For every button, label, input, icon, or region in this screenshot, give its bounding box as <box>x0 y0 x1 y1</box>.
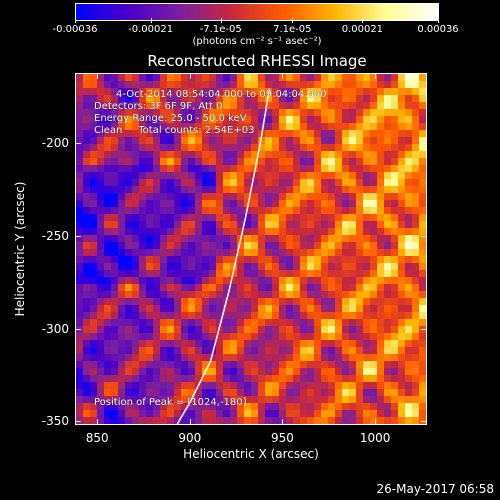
x-tick <box>282 73 284 79</box>
x-axis-title: Heliocentric X (arcsec) <box>183 447 319 461</box>
colorbar-tick <box>150 18 152 23</box>
x-tick <box>97 419 99 425</box>
colorbar <box>75 3 439 21</box>
heatmap-image <box>76 74 426 424</box>
x-tick-label: 900 <box>178 431 202 445</box>
x-tick-label: 1000 <box>359 431 391 445</box>
y-tick <box>421 328 427 330</box>
y-tick-label: -300 <box>41 321 69 336</box>
colorbar-tick <box>220 18 222 23</box>
x-tick <box>375 73 377 79</box>
x-tick <box>375 419 377 425</box>
colorbar-units: (photons cm⁻² s⁻¹ asec⁻²) <box>192 36 322 47</box>
colorbar-tick <box>292 18 294 23</box>
y-tick <box>75 236 81 238</box>
colorbar-tick-label: -0.00036 <box>52 24 98 35</box>
annotation-peak: Position of Peak = [1024,-180] <box>94 397 247 408</box>
y-tick-label: -350 <box>41 414 69 429</box>
chart-title: Reconstructed RHESSI Image <box>147 52 367 70</box>
colorbar-tick-label: -7.1e-05 <box>199 24 242 35</box>
y-tick <box>75 328 81 330</box>
annotation-detectors: Detectors: 3F 6F 9F, Att 0 <box>94 101 223 112</box>
y-tick-label: -200 <box>41 136 69 151</box>
y-tick <box>421 143 427 145</box>
plot-area: 4-Oct-2014 08:54:04.000 to 09:04:04.000 … <box>75 73 427 425</box>
x-tick <box>189 419 191 425</box>
annotation-clean: Clean Total counts: 2.54E+03 <box>94 125 255 136</box>
y-axis-title: Heliocentric Y (arcsec) <box>13 181 27 317</box>
y-tick <box>421 236 427 238</box>
y-tick <box>75 143 81 145</box>
x-tick <box>97 73 99 79</box>
colorbar-tick <box>438 18 439 23</box>
colorbar-tick <box>75 18 76 23</box>
colorbar-tick-label: -0.00021 <box>128 24 174 35</box>
colorbar-tick-label: 7.1e-05 <box>273 24 312 35</box>
annotation-time-range: 4-Oct-2014 08:54:04.000 to 09:04:04.000 <box>116 89 327 100</box>
solar-limb-curve <box>176 88 271 424</box>
y-tick <box>75 421 81 423</box>
y-tick <box>421 421 427 423</box>
colorbar-tick-label: 0.00021 <box>341 24 384 35</box>
x-tick-label: 950 <box>271 431 294 445</box>
colorbar-tick-label: 0.00036 <box>417 24 459 35</box>
x-tick <box>282 419 284 425</box>
colorbar-tick <box>362 18 364 23</box>
x-tick <box>189 73 191 79</box>
x-tick-label: 850 <box>85 431 109 445</box>
footer-date: 26-May-2017 06:58 <box>376 482 494 496</box>
y-tick-label: -250 <box>41 229 69 244</box>
annotation-energy: Energy Range: 25.0 - 50.0 keV <box>94 113 247 124</box>
